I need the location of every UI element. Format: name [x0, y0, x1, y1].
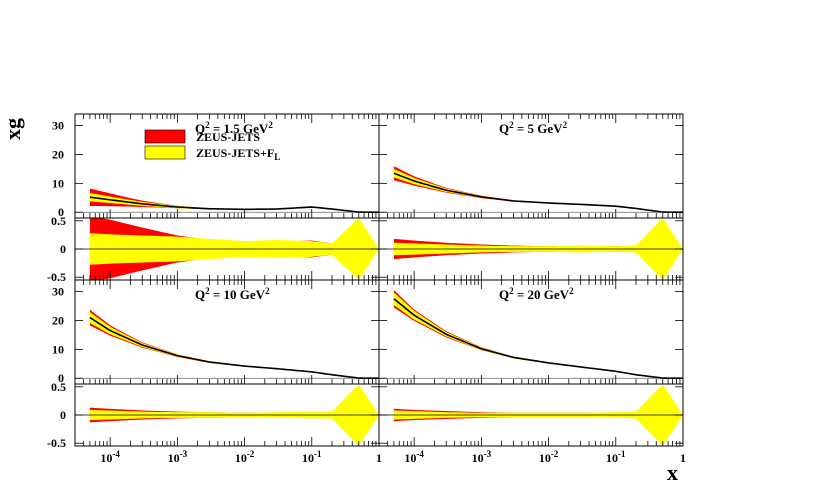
zeus-jets-band [393, 290, 683, 379]
main-plot-3 [75, 309, 379, 380]
y-tick-label: 10 [52, 176, 64, 190]
legend-swatch [144, 145, 186, 160]
ratio-plot-2 [379, 219, 683, 279]
x-tick-label: 10-3 [472, 449, 492, 465]
x-tick-label: 10-4 [100, 449, 120, 465]
legend-swatch [144, 129, 186, 144]
q2-label: Q2 = 10 GeV2 [195, 286, 270, 302]
panel-4: Q2 = 20 GeV2 [378, 279, 684, 447]
ratio-tick-label: 0.5 [51, 380, 66, 394]
ratio-plot-3 [75, 385, 379, 445]
ratio-plot-1 [75, 218, 379, 280]
panel-2: Q2 = 5 GeV2 [378, 113, 684, 281]
y-axis-title: xg [0, 118, 25, 140]
zeus-jets-fl-band [393, 292, 683, 379]
main-plot-1 [75, 188, 379, 214]
zeus-jets-band [89, 309, 379, 379]
panel-3: Q2 = 10 GeV2 [74, 279, 380, 447]
legend-label: ZEUS-JETS [196, 130, 260, 144]
x-tick-label: 10-4 [404, 449, 424, 465]
ratio-plot-4 [379, 385, 683, 445]
y-tick-label: 10 [52, 342, 64, 356]
ratio-tick-label: 0 [60, 242, 66, 256]
x-tick-label: 10-2 [235, 449, 255, 465]
q2-label: Q2 = 1.5 GeV2 [195, 120, 273, 136]
x-tick-label: 10-1 [606, 449, 626, 465]
central-curve [89, 196, 379, 214]
ratio-tick-label: -0.5 [47, 436, 66, 450]
central-curve [89, 316, 379, 380]
main-plot-4 [379, 290, 683, 380]
y-tick-label: 20 [52, 147, 64, 161]
y-tick-label: 20 [52, 313, 64, 327]
x-tick-label: 10-2 [539, 449, 559, 465]
x-tick-label: 10-3 [168, 449, 188, 465]
q2-label: Q2 = 5 GeV2 [499, 120, 568, 136]
main-plot-2 [379, 166, 683, 214]
y-tick-label: 0 [58, 205, 64, 219]
y-tick-label: 30 [52, 119, 64, 133]
x-tick-label: 10-1 [302, 449, 322, 465]
ratio-tick-label: 0 [60, 408, 66, 422]
legend-label: ZEUS-JETS+FL [196, 146, 280, 162]
x-axis-title: x [667, 460, 678, 485]
y-tick-label: 0 [58, 371, 64, 385]
zeus-jets-band [393, 166, 683, 213]
ratio-tick-label: 0.5 [51, 214, 66, 228]
ratio-tick-label: -0.5 [47, 270, 66, 284]
y-tick-label: 30 [52, 285, 64, 299]
x-tick-label: 1 [376, 451, 382, 465]
q2-label: Q2 = 20 GeV2 [499, 286, 574, 302]
x-tick-labels: 10-4 10-3 10-2 10-1 1 10-4 10-3 10-2 10-1 1 [100, 449, 686, 465]
x-tick-label: 1 [680, 451, 686, 465]
legend: ZEUS-JETS ZEUS-JETS+FL [144, 129, 280, 162]
central-curve [393, 298, 683, 380]
central-curve [393, 172, 683, 214]
zeus-jets-fl-band [89, 312, 379, 379]
